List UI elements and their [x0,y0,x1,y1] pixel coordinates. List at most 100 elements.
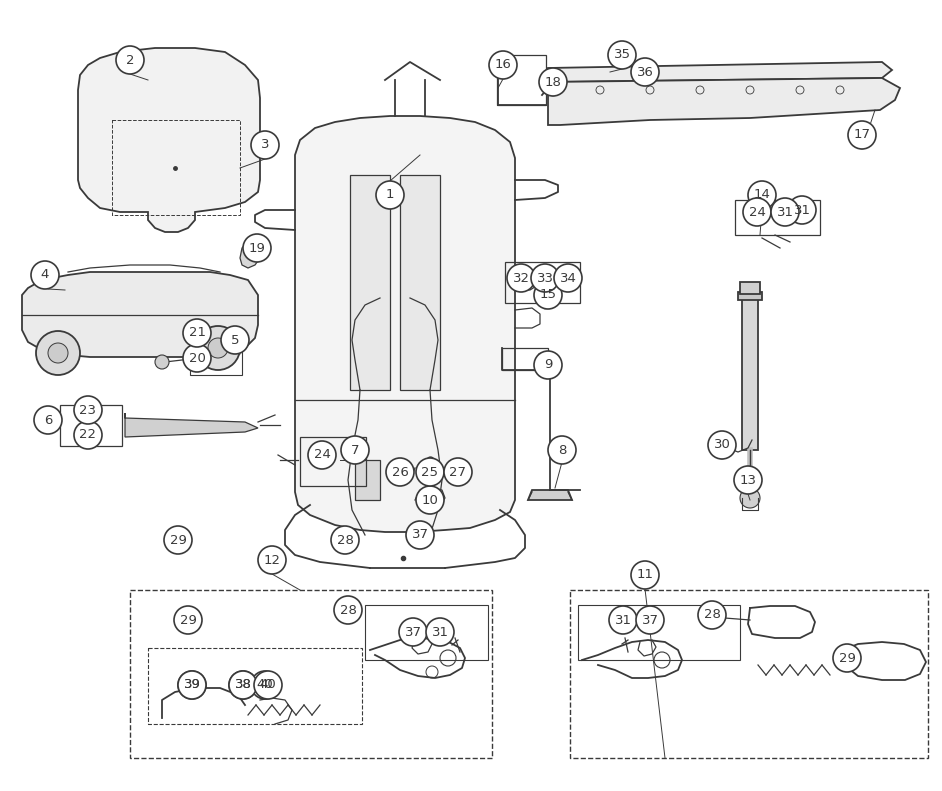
Circle shape [507,264,535,292]
Text: 31: 31 [614,614,631,626]
Circle shape [174,606,202,634]
Bar [60,405,122,446]
Text: 24: 24 [314,448,331,461]
Circle shape [376,181,404,209]
Polygon shape [548,78,900,125]
Circle shape [426,618,454,646]
Text: 6: 6 [44,414,52,426]
Circle shape [334,596,362,624]
Polygon shape [528,490,572,500]
Text: 16: 16 [495,59,512,71]
Text: 37: 37 [404,626,421,638]
Bar [365,605,488,660]
Text: 13: 13 [739,474,756,486]
Text: 8: 8 [558,444,566,456]
Circle shape [748,181,776,209]
Circle shape [399,618,427,646]
Text: 28: 28 [336,533,353,547]
Circle shape [444,458,472,486]
Text: 39: 39 [184,679,201,691]
Circle shape [771,198,799,226]
Text: 24: 24 [749,206,766,218]
Circle shape [254,671,282,699]
Bar [735,200,820,235]
Text: 21: 21 [188,327,205,339]
Text: 27: 27 [449,465,466,479]
Text: 17: 17 [853,128,870,142]
Circle shape [740,488,760,508]
Circle shape [74,396,102,424]
Text: 40: 40 [256,679,273,691]
Circle shape [531,264,559,292]
Text: 29: 29 [838,652,855,664]
Polygon shape [742,298,758,450]
Circle shape [848,121,876,149]
Text: 36: 36 [637,66,654,78]
Bar [300,437,366,486]
Polygon shape [295,116,515,532]
Circle shape [31,261,59,289]
Circle shape [229,671,257,699]
Text: 1: 1 [386,188,395,202]
Circle shape [631,58,659,86]
Circle shape [183,344,211,372]
Text: 31: 31 [431,626,448,638]
Circle shape [183,319,211,347]
Text: 14: 14 [754,188,771,202]
Polygon shape [740,282,760,294]
Circle shape [155,355,169,369]
Text: 31: 31 [776,206,793,218]
Circle shape [489,51,517,79]
Bar [497,55,546,105]
Circle shape [833,644,861,672]
Text: 28: 28 [704,608,721,622]
Bar [502,348,548,370]
Circle shape [48,343,68,363]
Circle shape [534,281,562,309]
Circle shape [74,421,102,449]
Circle shape [196,326,240,370]
Polygon shape [125,413,258,437]
Text: 5: 5 [231,334,239,346]
Circle shape [386,458,414,486]
Polygon shape [78,48,260,232]
Bar [570,590,928,758]
Circle shape [229,671,257,699]
Circle shape [251,131,279,159]
Bar [190,328,242,375]
Circle shape [308,441,336,469]
Text: 10: 10 [422,494,438,506]
Circle shape [178,671,206,699]
Text: 35: 35 [613,48,630,62]
Text: 11: 11 [637,569,654,581]
Text: 28: 28 [339,604,356,616]
Text: 29: 29 [170,533,187,547]
Circle shape [36,331,80,375]
Text: 38: 38 [235,679,252,691]
Text: 26: 26 [392,465,409,479]
Circle shape [608,41,636,69]
Circle shape [331,526,359,554]
Text: 34: 34 [560,271,577,285]
Circle shape [34,406,62,434]
Text: 9: 9 [544,358,552,372]
Bar [130,590,492,758]
Polygon shape [240,240,260,268]
Text: 20: 20 [188,351,205,365]
Circle shape [698,601,726,629]
Text: 12: 12 [264,554,281,566]
Circle shape [788,196,816,224]
Text: 37: 37 [412,528,429,542]
Circle shape [708,431,736,459]
Polygon shape [355,460,380,500]
Circle shape [243,234,271,262]
Circle shape [534,351,562,379]
Polygon shape [548,62,892,82]
Text: 31: 31 [793,203,810,217]
Circle shape [743,198,771,226]
Circle shape [539,68,567,96]
Circle shape [221,326,249,354]
Text: 2: 2 [125,54,135,66]
Text: 32: 32 [512,271,529,285]
Circle shape [636,606,664,634]
